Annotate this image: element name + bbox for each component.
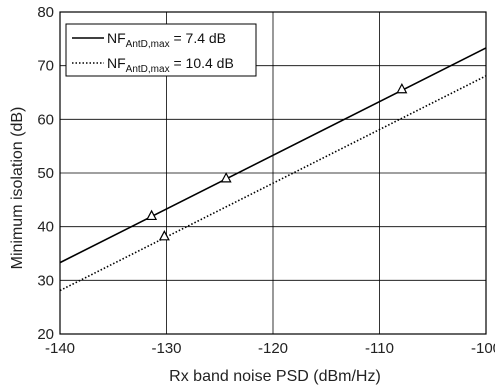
y-tick-label: 40 xyxy=(37,219,54,236)
legend: NFAntD,max = 7.4 dB NFAntD,max = 10.4 dB xyxy=(65,23,257,77)
series-line-2 xyxy=(59,75,487,292)
series-line-1 xyxy=(59,47,487,264)
legend-value-1: = 7.4 dB xyxy=(170,30,226,46)
legend-label-series-1: NFAntD,max = 7.4 dB xyxy=(107,30,226,50)
legend-sub-2: AntD,max xyxy=(126,64,170,75)
x-tick-label: -120 xyxy=(258,340,288,357)
y-tick-label: 70 xyxy=(37,58,54,75)
x-tick-label: -140 xyxy=(45,340,75,357)
legend-main-1: NF xyxy=(107,30,126,46)
ticks: -140 -130 -120 -110 -100 20 30 40 50 60 70 80 xyxy=(37,4,495,357)
x-axis-title: Rx band noise PSD (dBm/Hz) xyxy=(169,368,381,385)
y-tick-label: 30 xyxy=(37,272,54,289)
triangle-marker xyxy=(220,172,232,183)
y-tick-label: 80 xyxy=(37,4,54,21)
triangle-marker xyxy=(396,82,408,94)
series-layer xyxy=(59,47,487,292)
legend-sub-1: AntD,max xyxy=(126,39,170,50)
y-tick-label: 20 xyxy=(37,326,54,343)
legend-box xyxy=(65,23,257,77)
plot-frame xyxy=(59,11,487,335)
triangle-marker xyxy=(158,230,170,241)
x-tick-label: -130 xyxy=(151,340,181,357)
y-axis-title: Minimum isolation (dB) xyxy=(9,107,26,270)
triangle-marker xyxy=(146,209,158,221)
x-tick-label: -110 xyxy=(365,340,394,357)
y-tick-label: 60 xyxy=(37,111,54,128)
legend-label-series-2: NFAntD,max = 10.4 dB xyxy=(107,55,234,75)
legend-main-2: NF xyxy=(107,55,126,71)
y-tick-label: 50 xyxy=(37,165,54,182)
legend-value-2: = 10.4 dB xyxy=(170,55,234,71)
x-tick-label: -100 xyxy=(471,340,495,357)
